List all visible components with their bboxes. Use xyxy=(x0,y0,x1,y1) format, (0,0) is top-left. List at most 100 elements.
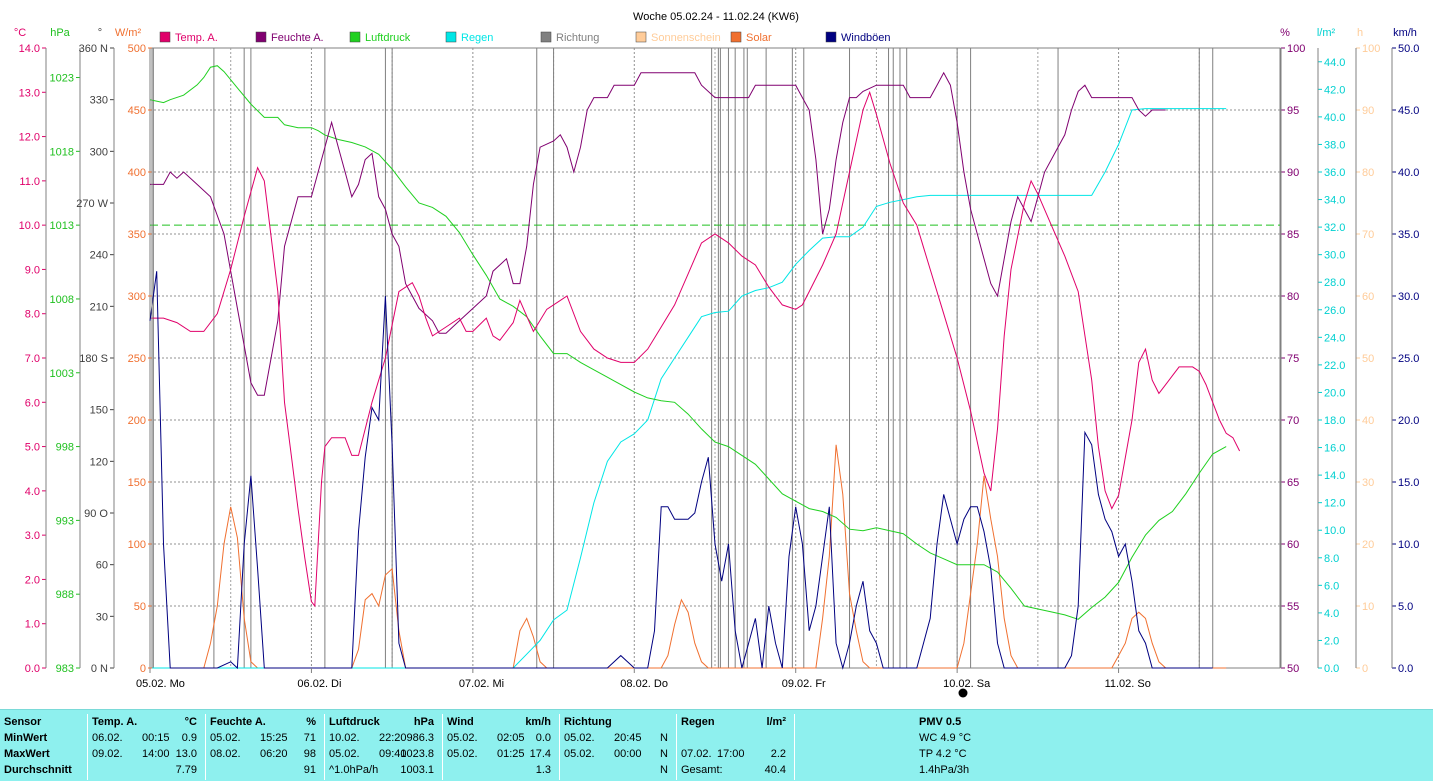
temp-max-value: 13.0 xyxy=(175,748,197,760)
tick-label-sunshine: 50 xyxy=(1362,353,1374,365)
stats-pressure-section: Luftdruck hPa 10.02. 22:20 986.3 05.02. 09… xyxy=(325,714,443,780)
tick-label-solar: 400 xyxy=(128,167,146,179)
tick-label-rain: 44.0 xyxy=(1324,57,1345,69)
tick-label-rain: 34.0 xyxy=(1324,195,1345,207)
temp-min-value: 0.9 xyxy=(181,732,197,744)
axis-unit-sunshine: h xyxy=(1357,27,1363,39)
pressure-min-time: 22:20 xyxy=(379,732,407,744)
pressure-unit: hPa xyxy=(413,716,434,728)
pmv-header: PMV 0.5 xyxy=(919,716,962,728)
wind-header: Wind xyxy=(447,716,474,728)
tick-label-temp: 5.0 xyxy=(25,442,40,454)
direction-min-value: N xyxy=(660,732,668,744)
tick-label-direction: 120 xyxy=(90,456,108,468)
humidity-min-value: 71 xyxy=(303,732,316,744)
tick-label-humidity: 65 xyxy=(1287,477,1299,489)
tick-label-rain: 26.0 xyxy=(1324,305,1345,317)
tick-label-solar: 0 xyxy=(140,663,146,675)
wind-max-date: 05.02. xyxy=(447,748,478,760)
axis-unit-wind: km/h xyxy=(1393,27,1417,39)
pressure-avg-value: 1003.1 xyxy=(400,764,434,776)
rain-total-value: 40.4 xyxy=(764,764,786,776)
sensor-row-avg: Durchschnitt xyxy=(4,764,72,776)
tick-label-direction: 30 xyxy=(96,611,108,623)
tick-label-direction: 240 xyxy=(90,250,108,262)
tick-label-sunshine: 20 xyxy=(1362,539,1374,551)
tick-label-sunshine: 10 xyxy=(1362,601,1374,613)
tick-label-direction: 60 xyxy=(96,560,108,572)
tick-label-humidity: 90 xyxy=(1287,167,1299,179)
sensor-row-min: MinWert xyxy=(4,732,48,744)
tick-label-rain: 36.0 xyxy=(1324,167,1345,179)
tick-label-pressure: 988 xyxy=(56,589,74,601)
tick-label-temp: 9.0 xyxy=(25,264,40,276)
legend-label: Feuchte A. xyxy=(271,32,324,44)
legend-swatch xyxy=(730,31,742,43)
tick-label-pressure: 1018 xyxy=(50,146,74,158)
tick-label-wind: 30.0 xyxy=(1398,291,1419,303)
legend-swatch xyxy=(159,31,171,43)
rain-header: Regen xyxy=(681,716,715,728)
tick-label-wind: 0.0 xyxy=(1398,663,1413,675)
wind-min-value: 0.0 xyxy=(535,732,551,744)
tick-label-temp: 3.0 xyxy=(25,530,40,542)
axis-unit-temp: °C xyxy=(14,27,26,39)
pressure-max-time: 09:40 xyxy=(379,748,407,760)
humidity-header: Feuchte A. xyxy=(210,716,266,728)
tick-label-rain: 12.0 xyxy=(1324,498,1345,510)
tick-label-rain: 30.0 xyxy=(1324,250,1345,262)
tick-label-solar: 150 xyxy=(128,477,146,489)
direction-max-value: N xyxy=(660,748,668,760)
tick-label-sunshine: 60 xyxy=(1362,291,1374,303)
rain-total-label: Gesamt: xyxy=(681,764,723,776)
tick-label-temp: 4.0 xyxy=(25,486,40,498)
wind-unit: km/h xyxy=(525,716,551,728)
tick-label-pressure: 1003 xyxy=(50,368,74,380)
rain-max-date: 07.02. xyxy=(681,748,712,760)
tick-label-rain: 14.0 xyxy=(1324,470,1345,482)
tick-label-rain: 22.0 xyxy=(1324,360,1345,372)
tick-label-rain: 42.0 xyxy=(1324,84,1345,96)
tick-label-rain: 28.0 xyxy=(1324,277,1345,289)
legend-swatch xyxy=(349,31,361,43)
tick-label-wind: 40.0 xyxy=(1398,167,1419,179)
pressure-min-date: 10.02. xyxy=(329,732,360,744)
legend-label: Solar xyxy=(746,32,772,44)
tick-label-sunshine: 40 xyxy=(1362,415,1374,427)
tick-label-direction: 0 N xyxy=(91,663,108,675)
temp-header: Temp. A. xyxy=(92,716,138,728)
tick-label-sunshine: 0 xyxy=(1362,663,1368,675)
tick-label-pressure: 998 xyxy=(56,442,74,454)
tick-label-temp: 13.0 xyxy=(19,87,40,99)
stats-pmv-section: PMV 0.5 WC 4.9 °C TP 4.2 °C 1.4hPa/3h xyxy=(795,714,1095,780)
pressure-max-value: 1023.8 xyxy=(400,748,434,760)
temp-max-date: 09.02. xyxy=(92,748,123,760)
axis-unit-direction: ° xyxy=(98,27,102,39)
tick-label-rain: 8.0 xyxy=(1324,553,1339,565)
legend-swatch xyxy=(255,31,267,43)
tick-label-rain: 24.0 xyxy=(1324,332,1345,344)
tick-label-temp: 6.0 xyxy=(25,397,40,409)
pmv-trend: 1.4hPa/3h xyxy=(919,764,970,776)
tick-label-sunshine: 100 xyxy=(1362,43,1380,55)
stats-panel: Sensor MinWert MaxWert Durchschnitt Temp… xyxy=(0,709,1433,781)
tick-label-rain: 4.0 xyxy=(1324,608,1339,620)
axis-unit-pressure: hPa xyxy=(50,27,70,39)
tick-label-rain: 0.0 xyxy=(1324,663,1339,675)
x-tick-label: 10.02. Sa xyxy=(943,678,991,690)
tick-label-humidity: 55 xyxy=(1287,601,1299,613)
chart-svg: Woche 05.02.24 - 11.02.24 (KW6) 0.0 1.0 2.0… xyxy=(14,11,1419,698)
series-line-pressure xyxy=(149,65,1227,620)
stats-rain-section: Regen l/m² 07.02. 17:00 2.2 Gesamt: 40.4 xyxy=(677,714,795,780)
tick-label-rain: 18.0 xyxy=(1324,415,1345,427)
tick-label-rain: 10.0 xyxy=(1324,525,1345,537)
wind-min-time: 02:05 xyxy=(497,732,525,744)
temp-max-time: 14:00 xyxy=(142,748,170,760)
tick-label-wind: 50.0 xyxy=(1398,43,1419,55)
x-tick-label: 08.02. Do xyxy=(620,678,668,690)
humidity-max-date: 08.02. xyxy=(210,748,241,760)
series-line-solar xyxy=(150,444,1227,669)
legend-label: Windböen xyxy=(841,32,891,44)
tick-label-wind: 10.0 xyxy=(1398,539,1419,551)
tick-label-wind: 20.0 xyxy=(1398,415,1419,427)
